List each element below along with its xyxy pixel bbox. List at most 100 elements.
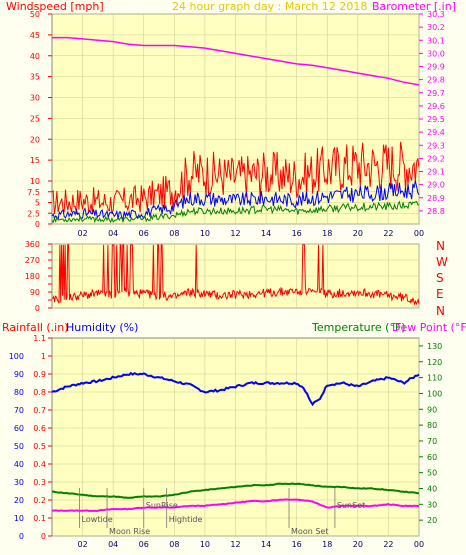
windspeed-tick-label: 2.5 [27,209,40,218]
wind-direction-grid [52,243,420,309]
windspeed-tick-label: 45 [30,31,40,40]
rainfall-outer-tick-label: 80 [14,388,24,397]
rainfall-label: Rainfall (.in) [2,321,69,334]
dewpoint-label: Dew Point (°F) [392,321,466,334]
rain-humidity-series [51,371,420,512]
rainfall-outer-tick-label: 50 [14,442,24,451]
barometer-tick-label: 29.3 [427,141,445,150]
wind-low-series [51,200,420,224]
barometer-tick-label: 29.4 [427,128,445,137]
humidity-series [51,371,420,407]
rainfall-outer-tick-label: 40 [14,460,24,469]
humidity-inner-tick-label: 0.1 [33,514,46,523]
windspeed-tick-label: 5 [35,199,40,208]
wind-x-tick-label: 16 [292,229,302,238]
temperature-tick-label: 110 [427,374,442,383]
rainfall-outer-tick-label: 70 [14,406,24,415]
humidity-inner-tick-label: 0.8 [33,388,46,397]
direction-axis: 0 90 180 270 360 [25,240,52,313]
humidity-x-tick-label: 20 [353,540,363,549]
direction-tick-label: 270 [25,256,40,265]
rainfall-outer-tick-label: 0 [19,532,24,541]
barometer-tick-label: 29.8 [427,76,445,85]
rain-humidity-x-axis: 02 04 06 08 10 12 14 16 18 20 22 00 [77,540,424,549]
barometer-tick-label: 29.9 [427,63,445,72]
barometer-tick-label: 30.3 [427,10,445,19]
wind-barometer-x-axis: 02 04 06 08 10 12 14 16 18 20 22 00 [77,229,424,238]
wind-average-series [51,180,420,221]
annotation-label: SunRise [146,501,178,510]
rainfall-outer-tick-label: 10 [14,514,24,523]
direction-tick-label: 0 [35,304,40,313]
humidity-inner-tick-label: 0.2 [33,496,46,505]
windspeed-tick-label: 25 [30,114,40,123]
humidity-x-tick-label: 10 [200,540,210,549]
windspeed-tick-label: 20 [30,135,40,144]
windspeed-tick-label: 50 [30,10,40,19]
wind-x-tick-label: 14 [261,229,271,238]
barometer-tick-label: 29.2 [427,154,445,163]
rainfall-outer-tick-label: 30 [14,478,24,487]
temperature-tick-label: 80 [427,421,437,430]
temperature-series [52,482,420,499]
wind-x-tick-label: 10 [200,229,210,238]
humidity-x-tick-label: 12 [230,540,240,549]
wind-x-tick-label: 20 [353,229,363,238]
wind-gust-series [51,141,420,215]
wind-direction-series [51,244,420,306]
direction-label-w: W [436,255,448,269]
rainfall-outer-tick-label: 60 [14,424,24,433]
barometer-label: Barometer [.in] [372,0,456,13]
wind-barometer-series [51,36,420,224]
humidity-x-tick-label: 02 [77,540,87,549]
wind-x-tick-label: 08 [169,229,179,238]
windspeed-tick-label: 15 [30,156,40,165]
annotation-label: Hightide [169,515,203,524]
direction-tick-label: 90 [30,288,40,297]
barometer-tick-label: 29.7 [427,89,445,98]
humidity-label: Humidity (%) [66,321,138,334]
graph-title: 24 hour graph day : March 12 2018 [172,0,367,13]
wind-x-tick-label: 04 [108,229,118,238]
wind-x-tick-label: 02 [77,229,87,238]
windspeed-tick-label: 35 [30,73,40,82]
annotation-label: Lowtide [82,515,113,524]
humidity-x-tick-label: 06 [139,540,149,549]
humidity-x-tick-label: 08 [169,540,179,549]
humidity-inner-tick-label: 0.4 [33,460,46,469]
direction-label-n-bottom: N [436,304,445,318]
direction-label-s: S [436,271,444,285]
barometer-tick-label: 30.2 [427,23,445,32]
wind-direction-series [51,244,420,306]
humidity-inner-tick-label: 0.3 [33,478,46,487]
humidity-x-tick-label: 04 [108,540,118,549]
windspeed-tick-label: 10 [30,177,40,186]
barometer-tick-label: 30.0 [427,49,445,58]
rain-humidity-axes: 0 10 20 30 40 50 60 70 80 90 100 0 0.1 0.2 0.3 0.4 0.5 0.… [9,334,443,541]
wind-x-tick-label: 00 [414,229,424,238]
barometer-tick-label: 28.8 [427,207,445,216]
humidity-inner-tick-label: 0.6 [33,424,46,433]
wind-x-tick-label: 06 [139,229,149,238]
astro-annotations: Lowtide Moon Rise SunRise Hightide Moon Set S… [79,488,365,536]
humidity-x-tick-label: 22 [383,540,393,549]
temperature-tick-label: 130 [427,342,442,351]
humidity-x-tick-label: 16 [292,540,302,549]
temperature-tick-label: 90 [427,405,437,414]
humidity-inner-tick-label: 1 [41,352,46,361]
rain-humidity-grid [52,338,420,537]
windspeed-tick-label: 0 [35,220,40,229]
rainfall-outer-tick-label: 20 [14,496,24,505]
windspeed-axis: 0 2.55 7.5 10 15 20 25 30 35 40 45 50 [27,10,52,229]
humidity-inner-tick-label: 0.5 [33,442,46,451]
humidity-inner-tick-label: 0.9 [33,370,46,379]
humidity-inner-tick-label: 0.7 [33,406,46,415]
barometer-tick-label: 29.1 [427,168,445,177]
barometer-tick-label: 29.6 [427,102,445,111]
barometer-axis: 28.8 28.9 29.0 29.1 29.2 29.3 29.4 29.5 29.6 29.7… [419,10,445,216]
wind-x-tick-label: 22 [383,229,393,238]
direction-tick-label: 360 [25,240,40,249]
temperature-tick-label: 20 [427,516,437,525]
